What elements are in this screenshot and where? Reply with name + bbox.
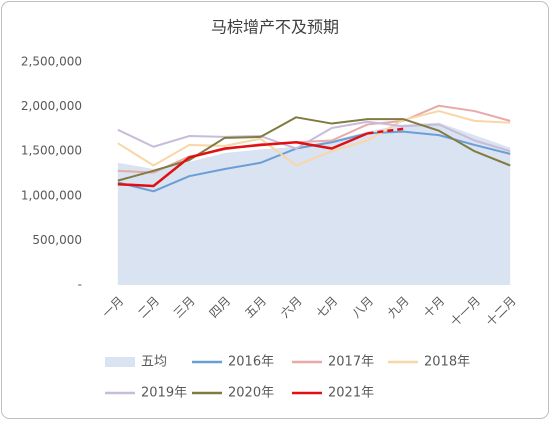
series-line [117, 110, 511, 167]
legend-label: 2018年 [424, 355, 470, 370]
y-tick-label: 2,000,000 [21, 99, 82, 113]
legend-label: 2017年 [328, 355, 374, 370]
legend-label: 2021年 [328, 386, 374, 401]
y-tick-label: 1,000,000 [21, 188, 82, 202]
y-tick-label: 2,500,000 [21, 55, 82, 69]
legend-label: 2019年 [141, 386, 187, 401]
legend-label: 2020年 [228, 386, 274, 401]
y-tick-label: 1,500,000 [21, 144, 82, 158]
y-tick-label: 500,000 [32, 233, 82, 247]
legend-label: 2016年 [228, 355, 274, 370]
series-line [117, 120, 511, 153]
legend-swatch [105, 357, 135, 367]
series-line [117, 132, 368, 188]
chart-title: 马棕增产不及预期 [211, 18, 339, 37]
series-line [367, 127, 404, 135]
y-tick-label: - [78, 278, 82, 292]
series-area [117, 122, 511, 285]
legend-label: 五均 [141, 355, 167, 370]
series-line [117, 104, 511, 174]
